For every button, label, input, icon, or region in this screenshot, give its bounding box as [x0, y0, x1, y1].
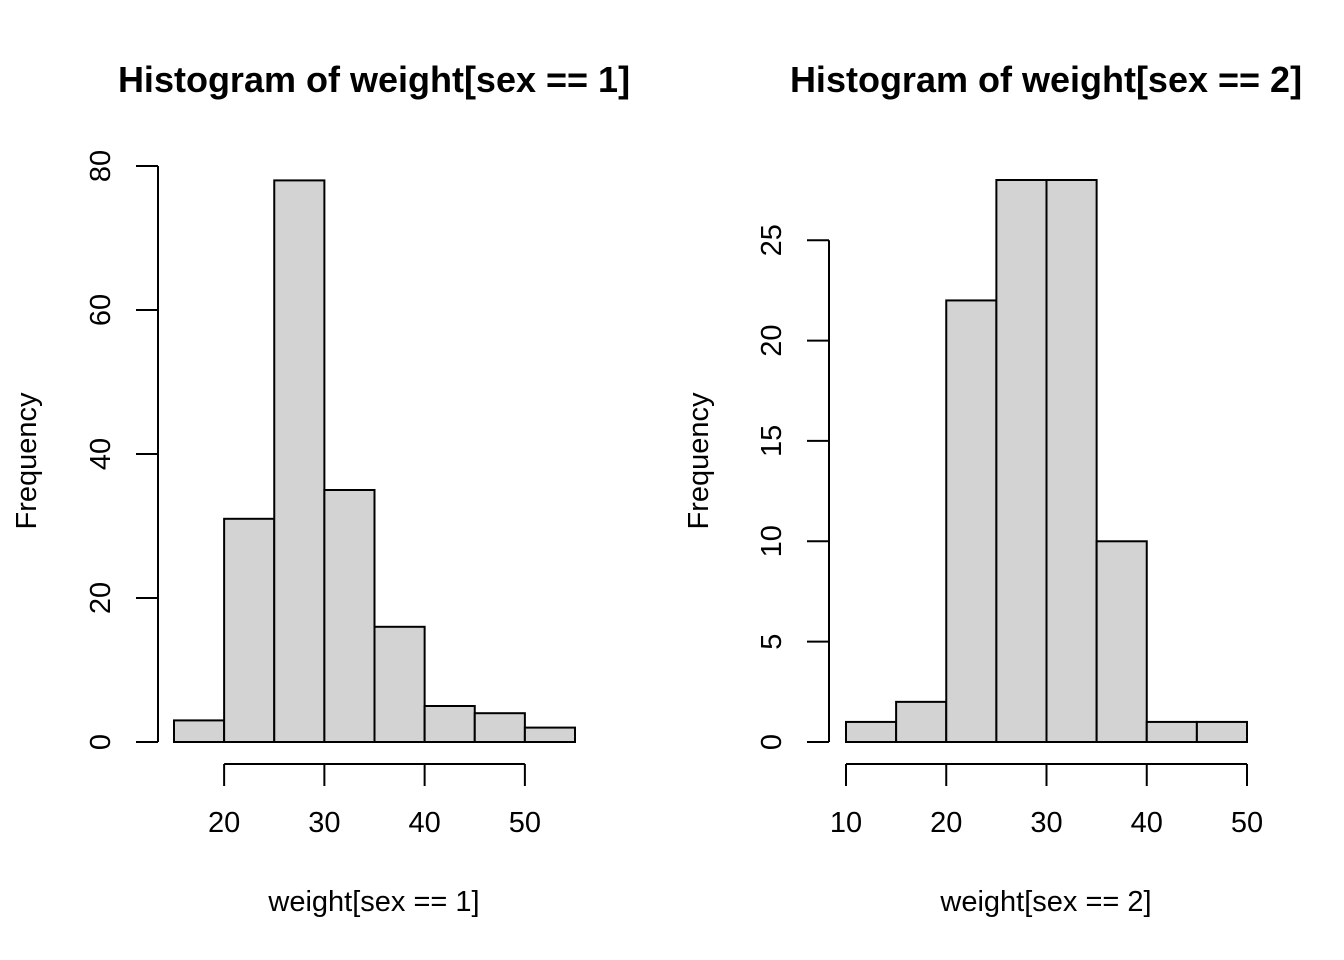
histogram-panel-sex-1: Histogram of weight[sex == 1] weight[sex… — [11, 59, 630, 918]
histogram-bar — [373, 625, 426, 743]
y-axis: 0 20 40 60 80 — [85, 150, 159, 750]
x-tick-label: 20 — [208, 807, 240, 839]
x-axis-label: weight[sex == 1] — [267, 886, 479, 918]
chart-title: Histogram of weight[sex == 2] — [790, 59, 1302, 100]
histogram-panel-sex-2: Histogram of weight[sex == 2] weight[sex… — [683, 59, 1302, 918]
histogram-bar — [1145, 720, 1198, 744]
y-axis-label: Frequency — [683, 392, 715, 530]
chart-title: Histogram of weight[sex == 1] — [118, 59, 630, 100]
histogram-bar — [223, 517, 276, 743]
y-tick-label: 20 — [85, 582, 117, 614]
y-tick-label: 20 — [756, 324, 788, 356]
histogram-bar — [945, 299, 998, 743]
y-tick-label: 0 — [756, 734, 788, 750]
y-tick-label: 15 — [756, 425, 788, 457]
histogram-bar — [273, 179, 326, 743]
histogram-bar — [1095, 540, 1148, 743]
histogram-bar — [995, 179, 1048, 743]
y-tick-label: 25 — [756, 224, 788, 256]
x-axis: 20 30 40 50 — [208, 763, 541, 839]
histogram-bar — [1195, 720, 1248, 744]
x-axis-label: weight[sex == 2] — [939, 886, 1151, 918]
histogram-bar — [173, 719, 226, 744]
x-tick-label: 50 — [509, 807, 541, 839]
histogram-bar — [473, 712, 526, 744]
histogram-bar — [423, 705, 476, 743]
histogram-bar — [895, 700, 948, 743]
x-tick-label: 30 — [1030, 807, 1062, 839]
y-tick-label: 60 — [85, 294, 117, 326]
x-tick-label: 20 — [930, 807, 962, 839]
x-tick-label: 50 — [1231, 807, 1263, 839]
histogram-bar — [323, 489, 376, 743]
y-tick-label: 80 — [85, 150, 117, 182]
y-tick-label: 40 — [85, 438, 117, 470]
bar-group — [845, 179, 1248, 744]
x-tick-label: 40 — [1131, 807, 1163, 839]
x-tick-label: 30 — [308, 807, 340, 839]
x-tick-label: 10 — [830, 807, 862, 839]
histogram-bar — [523, 726, 576, 743]
histogram-bar — [845, 720, 898, 744]
y-axis-label: Frequency — [11, 392, 43, 530]
x-axis: 10 20 30 40 50 — [830, 763, 1263, 839]
y-tick-label: 0 — [85, 734, 117, 750]
bar-group — [173, 179, 576, 744]
y-axis: 0 5 10 15 20 25 — [756, 224, 830, 750]
x-tick-label: 40 — [408, 807, 440, 839]
histogram-bar — [1045, 179, 1098, 743]
y-tick-label: 10 — [756, 525, 788, 557]
y-tick-label: 5 — [756, 634, 788, 650]
